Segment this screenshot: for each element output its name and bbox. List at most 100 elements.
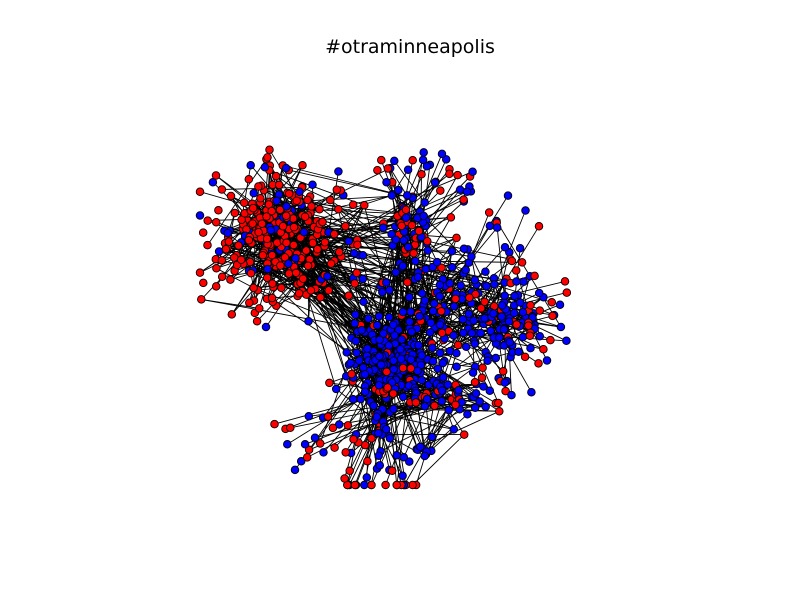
graph-node: [535, 306, 545, 315]
graph-edge: [410, 261, 416, 312]
graph-node: [345, 466, 354, 476]
graph-node: [441, 155, 451, 164]
graph-node: [470, 275, 480, 285]
graph-node: [478, 363, 487, 373]
graph-node: [262, 234, 272, 244]
graph-edge: [225, 248, 418, 327]
graph-edge: [395, 379, 427, 455]
graph-node: [519, 277, 528, 286]
graph-node: [257, 219, 267, 228]
graph-node: [387, 191, 397, 200]
graph-node: [500, 291, 509, 300]
graph-node: [272, 196, 281, 206]
graph-node: [425, 328, 435, 337]
graph-node: [437, 396, 446, 406]
graph-node: [447, 263, 457, 272]
graph-node: [418, 155, 428, 165]
graph-node: [515, 243, 525, 253]
graph-node: [467, 329, 477, 338]
graph-node: [249, 283, 258, 293]
graph-node: [372, 412, 382, 422]
graph-node: [401, 205, 411, 214]
graph-node: [332, 185, 342, 194]
graph-node: [415, 311, 424, 321]
graph-node: [423, 236, 432, 246]
graph-node: [346, 358, 355, 368]
graph-node: [362, 473, 372, 482]
graph-node: [374, 451, 383, 460]
graph-node: [430, 178, 440, 187]
graph-node: [224, 237, 234, 246]
graph-node: [203, 240, 212, 250]
graph-node: [343, 421, 353, 430]
graph-node: [350, 279, 359, 288]
graph-node: [325, 378, 334, 388]
graph-node: [405, 457, 414, 466]
graph-node: [278, 221, 288, 231]
graph-node: [248, 203, 258, 213]
graph-node: [313, 244, 322, 254]
graph-node: [477, 373, 487, 383]
graph-node: [406, 307, 415, 316]
graph-node: [420, 198, 429, 207]
graph-node: [379, 329, 388, 338]
graph-node: [548, 311, 557, 321]
figure-title: #otraminneapolis: [325, 36, 495, 58]
graph-node: [249, 188, 259, 198]
graph-node: [263, 264, 272, 274]
graph-node: [360, 387, 370, 397]
graph-node: [284, 259, 293, 268]
graph-node: [281, 163, 291, 173]
graph-node: [409, 249, 418, 258]
graph-node: [411, 256, 420, 266]
graph-node: [282, 202, 291, 211]
graph-node: [310, 433, 320, 442]
graph-node: [435, 292, 445, 301]
graph-node: [470, 377, 480, 387]
graph-node: [292, 196, 301, 205]
graph-node: [244, 236, 254, 245]
graph-node: [350, 319, 359, 328]
graph-node: [500, 242, 510, 252]
graph-node: [443, 380, 453, 389]
graph-node: [367, 434, 376, 443]
graph-node: [459, 195, 468, 204]
graph-node: [407, 327, 416, 337]
graph-node: [394, 185, 403, 195]
graph-edge: [433, 227, 498, 304]
graph-node: [396, 344, 405, 354]
graph-node: [351, 336, 361, 346]
graph-node: [524, 321, 533, 330]
graph-node: [407, 221, 417, 230]
graph-node: [504, 317, 514, 326]
graph-node: [352, 348, 361, 357]
graph-node: [401, 213, 411, 222]
graph-node: [388, 320, 398, 330]
graph-node: [349, 435, 358, 444]
graph-node: [483, 356, 492, 365]
graph-node: [436, 186, 445, 195]
graph-node: [378, 287, 387, 297]
graph-node: [436, 307, 446, 316]
graph-node: [452, 362, 461, 372]
graph-node: [452, 348, 461, 358]
graph-node: [326, 259, 336, 268]
graph-node: [267, 293, 277, 303]
graph-node: [492, 223, 502, 232]
graph-node: [406, 364, 416, 373]
graph-node: [344, 237, 353, 246]
graph-node: [482, 281, 491, 291]
graph-node: [542, 356, 552, 365]
graph-node: [470, 403, 480, 413]
graph-node: [416, 442, 425, 452]
graph-node: [245, 298, 254, 307]
graph-node: [355, 356, 364, 365]
graph-edge: [411, 152, 425, 225]
graph-node: [326, 195, 335, 205]
graph-node: [397, 221, 406, 231]
graph-node: [266, 225, 275, 235]
graph-node: [464, 309, 473, 319]
graph-node: [283, 439, 292, 449]
graph-node: [377, 155, 386, 165]
